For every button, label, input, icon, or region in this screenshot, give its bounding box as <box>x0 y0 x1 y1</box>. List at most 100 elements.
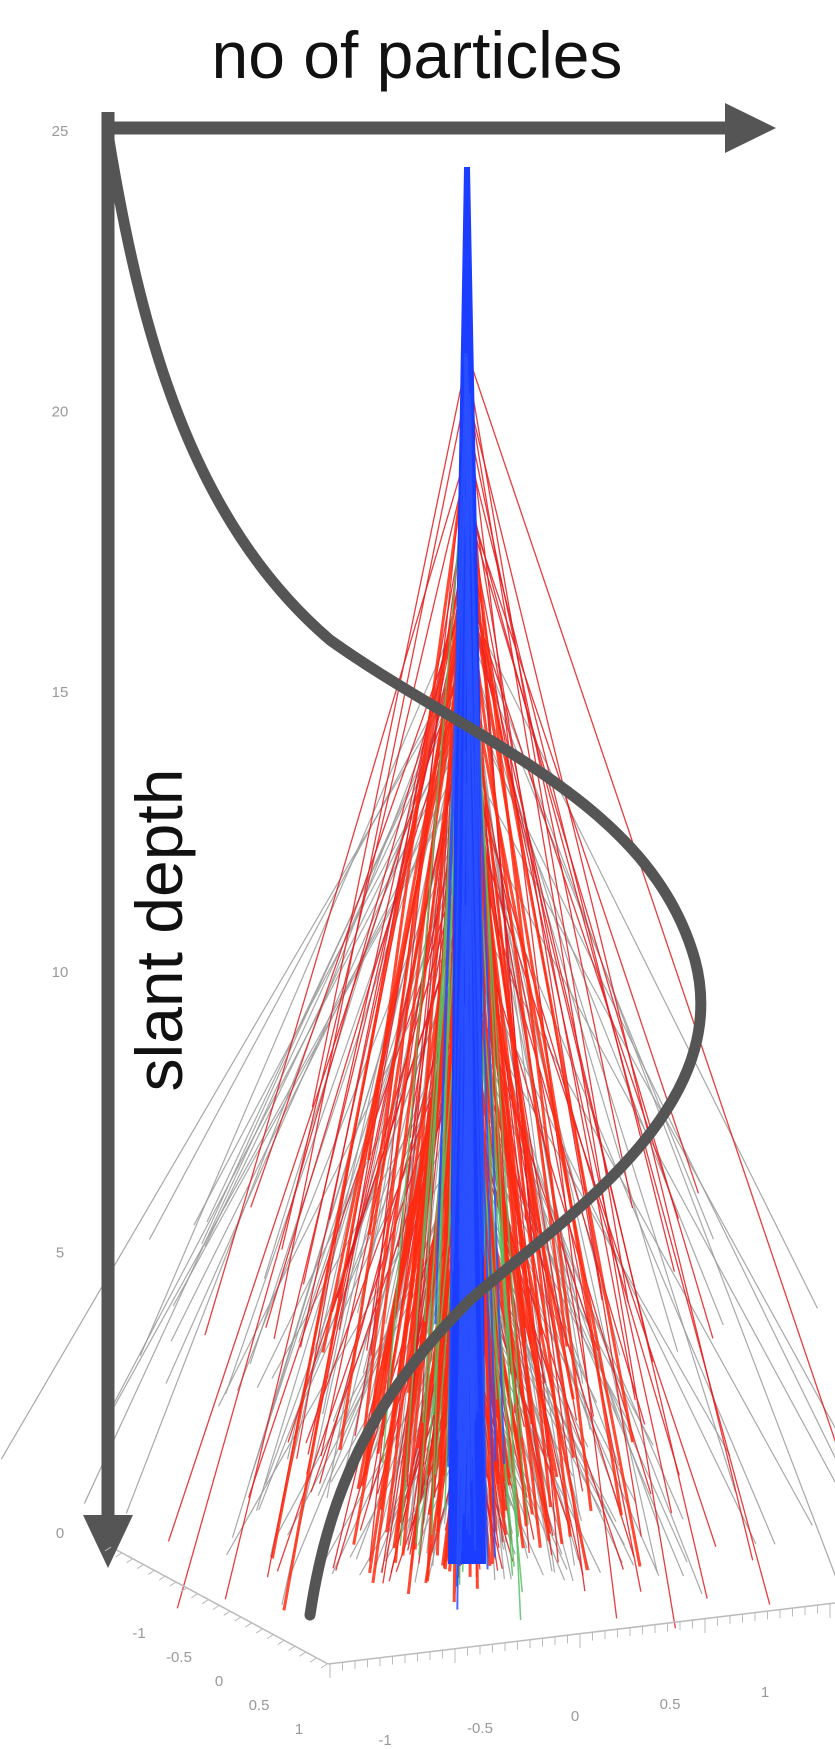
particle-tracks <box>0 167 835 1629</box>
track <box>468 393 485 1257</box>
y-tick-label: 1 <box>761 1684 769 1701</box>
y-tick-label: -1 <box>378 1732 391 1749</box>
track <box>468 710 642 1592</box>
tick-mark <box>299 1651 306 1657</box>
track <box>360 538 470 1450</box>
track <box>338 604 471 1451</box>
track <box>248 853 466 1498</box>
track <box>139 600 465 1356</box>
arrow-head <box>725 103 776 153</box>
track <box>466 1368 471 1535</box>
track <box>466 420 470 1115</box>
title: no of particles <box>212 18 623 92</box>
arrow-head <box>83 1515 133 1568</box>
track <box>321 623 471 1353</box>
track <box>465 463 642 1537</box>
track <box>299 573 470 1348</box>
track <box>320 773 468 1457</box>
track <box>167 646 468 1542</box>
tick-mark <box>266 1634 274 1640</box>
axis-label: slant depth <box>122 769 196 1092</box>
track <box>468 1028 559 1478</box>
track <box>176 573 471 1609</box>
y-tick-label: -0.5 <box>467 1720 493 1737</box>
track <box>468 1109 472 1421</box>
track <box>468 829 475 1427</box>
track <box>464 406 634 1209</box>
track <box>468 523 636 1401</box>
track <box>465 472 593 1512</box>
tick-mark <box>245 1622 252 1628</box>
z-tick-label: 20 <box>52 403 69 420</box>
x-tick-label: -0.5 <box>166 1649 192 1666</box>
tick-mark <box>309 1657 317 1663</box>
track <box>467 601 569 1347</box>
tick-mark <box>147 1569 155 1575</box>
track <box>465 439 675 1272</box>
track <box>464 599 818 1309</box>
track <box>366 674 468 1351</box>
track <box>466 508 714 1339</box>
tick-mark <box>223 1610 231 1616</box>
z-tick-label: 25 <box>52 123 69 140</box>
axis-line <box>327 1602 835 1665</box>
track <box>467 355 835 1443</box>
track <box>281 475 465 1250</box>
track <box>469 402 677 1629</box>
track <box>148 646 469 1240</box>
track <box>250 593 467 1208</box>
x-tick-label: 0.5 <box>249 1697 270 1714</box>
particle-count-curve <box>102 128 707 1621</box>
track <box>125 628 470 1514</box>
track <box>464 546 635 1443</box>
tick-mark <box>320 1663 328 1669</box>
track <box>464 496 496 1558</box>
track <box>447 352 468 1468</box>
track <box>376 941 467 1455</box>
track <box>270 558 466 1559</box>
x-tick-label: 0 <box>215 1673 223 1690</box>
track <box>367 558 467 1236</box>
track <box>467 670 642 1567</box>
axis-line <box>110 1546 329 1665</box>
tick-mark <box>277 1640 285 1646</box>
tick-mark <box>191 1593 198 1599</box>
track <box>170 744 469 1342</box>
tick-mark <box>212 1605 220 1610</box>
track <box>273 372 471 1339</box>
track <box>458 1223 468 1566</box>
track <box>311 359 468 1108</box>
x-tick-label: -1 <box>132 1625 145 1642</box>
y-tick-label: 0 <box>571 1708 579 1725</box>
tick-mark <box>234 1616 241 1622</box>
track <box>462 610 572 1537</box>
z-tick-label: 0 <box>56 1525 64 1542</box>
track <box>83 673 469 1504</box>
z-tick-label: 15 <box>52 684 69 701</box>
track <box>466 572 623 1516</box>
tick-mark <box>255 1628 263 1634</box>
tick-mark <box>169 1581 177 1587</box>
track <box>466 994 731 1457</box>
tick-mark <box>201 1599 209 1605</box>
z-tick-label: 5 <box>56 1245 64 1262</box>
track <box>224 589 471 1600</box>
track <box>382 441 468 1464</box>
y-tick-label: 0.5 <box>660 1696 681 1713</box>
track <box>434 376 467 1325</box>
tick-mark <box>104 1546 112 1552</box>
tick-mark <box>115 1552 123 1558</box>
tick-mark <box>180 1587 187 1593</box>
track <box>467 707 835 1459</box>
tick-mark <box>158 1575 166 1581</box>
track <box>193 706 470 1226</box>
tick-mark <box>126 1558 133 1564</box>
track <box>271 768 468 1411</box>
tick-mark <box>288 1646 295 1651</box>
z-tick-label: 10 <box>52 964 69 981</box>
track <box>469 500 771 1605</box>
tick-mark <box>137 1564 144 1569</box>
track <box>467 759 680 1476</box>
track <box>204 703 468 1247</box>
